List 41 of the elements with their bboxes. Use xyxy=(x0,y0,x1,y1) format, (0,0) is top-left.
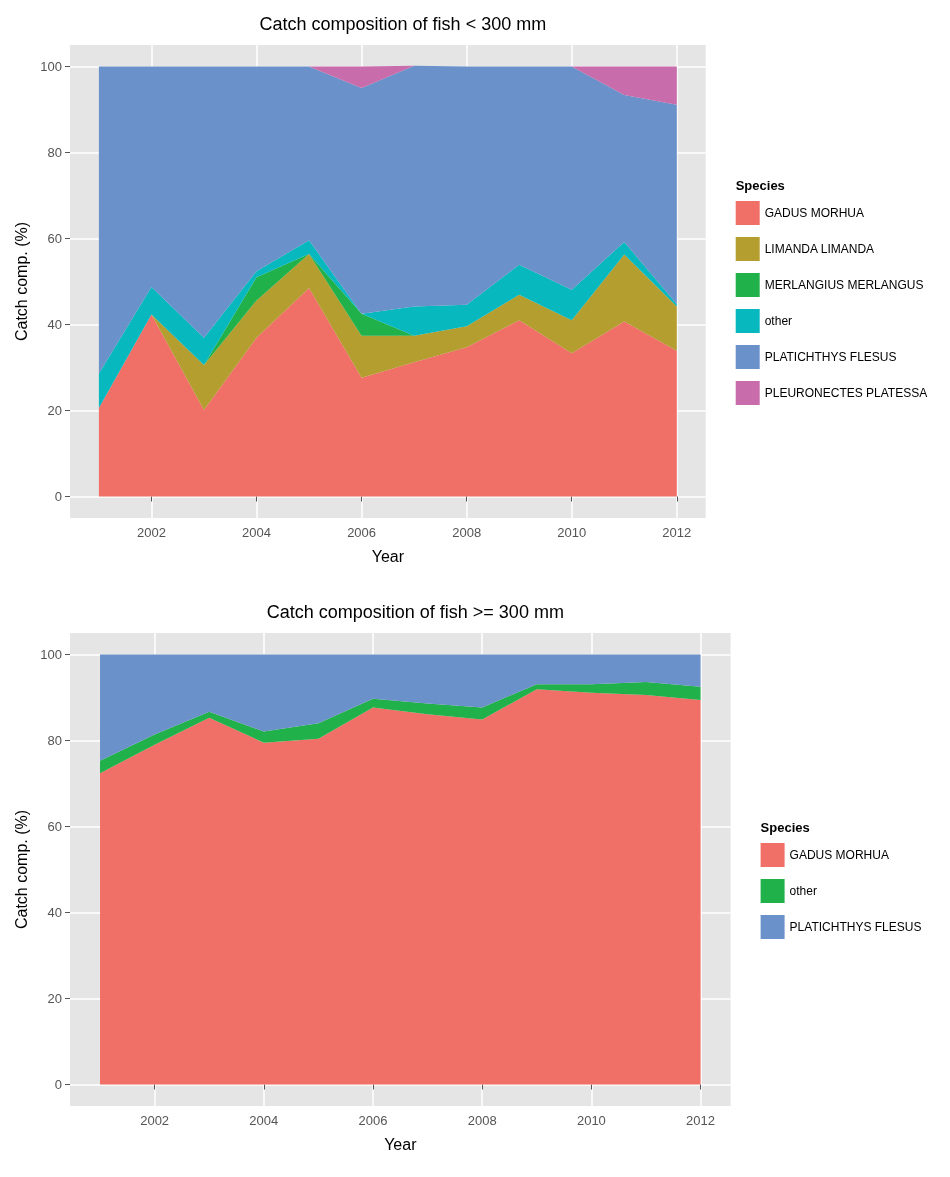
legend-label: MERLANGIUS MERLANGUS xyxy=(764,278,924,292)
y-tick-label: 60 xyxy=(47,231,62,246)
x-tick-label: 2012 xyxy=(686,1113,716,1128)
x-tick-label: 2002 xyxy=(136,525,166,540)
x-tick-label: 2006 xyxy=(347,525,377,540)
y-tick-label: 100 xyxy=(40,647,62,662)
y-tick-label: 40 xyxy=(47,905,62,920)
y-tick-label: 20 xyxy=(47,991,62,1006)
x-tick-label: 2002 xyxy=(140,1113,170,1128)
x-tick-label: 2004 xyxy=(249,1113,279,1128)
y-axis-title: Catch comp. (%) xyxy=(12,221,30,342)
x-tick-label: 2006 xyxy=(358,1113,388,1128)
x-tick-label: 2010 xyxy=(557,525,587,540)
chart-title: Catch composition of fish < 300 mm xyxy=(259,14,547,34)
legend-label: GADUS MORHUA xyxy=(764,206,865,220)
y-tick-label: 20 xyxy=(47,403,62,418)
y-tick-label: 100 xyxy=(40,59,62,74)
legend-label: PLATICHTHYS FLESUS xyxy=(764,350,897,364)
legend-title: Species xyxy=(760,820,810,835)
chart-title: Catch composition of fish >= 300 mm xyxy=(266,602,564,622)
x-tick-label: 2008 xyxy=(467,1113,497,1128)
y-tick-label: 80 xyxy=(47,733,62,748)
x-tick-label: 2012 xyxy=(662,525,692,540)
legend-title: Species xyxy=(735,178,785,193)
legend-label: other xyxy=(789,884,817,898)
x-tick-label: 2008 xyxy=(452,525,482,540)
legend-label: PLEURONECTES PLATESSA xyxy=(764,386,928,400)
y-axis-title: Catch comp. (%) xyxy=(12,809,30,930)
x-tick-label: 2004 xyxy=(242,525,271,540)
legend-label: LIMANDA LIMANDA xyxy=(764,242,875,256)
y-tick-label: 0 xyxy=(54,1077,62,1092)
legend-label: PLATICHTHYS FLESUS xyxy=(789,920,922,934)
y-tick-label: 40 xyxy=(47,317,62,332)
legend-label: other xyxy=(764,314,793,328)
y-tick-label: 80 xyxy=(47,145,62,160)
x-tick-label: 2010 xyxy=(576,1113,606,1128)
y-tick-label: 0 xyxy=(54,489,62,504)
x-axis-title: Year xyxy=(384,1135,418,1153)
x-axis-title: Year xyxy=(371,547,405,565)
y-tick-label: 60 xyxy=(47,819,62,834)
legend-label: GADUS MORHUA xyxy=(789,848,889,862)
